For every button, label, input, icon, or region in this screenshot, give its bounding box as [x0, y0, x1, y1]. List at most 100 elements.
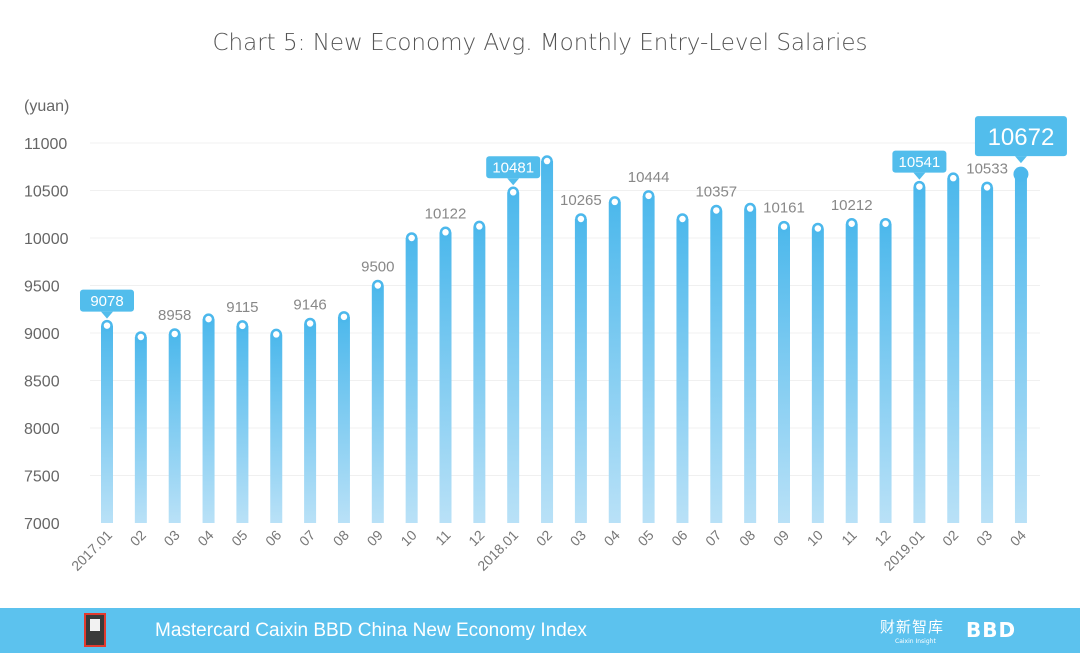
bar-point [168, 328, 181, 340]
bar [473, 226, 486, 523]
caixin-insight-logo: 财新智库 [880, 618, 945, 636]
bar-point [202, 313, 215, 325]
x-tick-label: 2017.01 [68, 527, 115, 574]
bar-point [642, 190, 655, 202]
value-callout: 10541 [892, 150, 947, 180]
x-tick-label: 05 [634, 527, 656, 549]
bbd-logo: BBD [966, 618, 1017, 642]
bar-point-highlight [1013, 166, 1029, 182]
caixin-insight-sub-logo: Caixin Insight [895, 638, 936, 645]
data-label: 8958 [158, 307, 191, 324]
bar [101, 325, 113, 523]
bar-point [710, 204, 723, 217]
y-tick-label: 10000 [24, 231, 69, 248]
y-tick-label: 8000 [24, 421, 60, 438]
value-callout: 10481 [486, 156, 541, 186]
x-tick-label: 12 [871, 527, 893, 549]
data-label: 10357 [695, 183, 737, 200]
bar [981, 187, 994, 524]
x-tick-label: 06 [668, 527, 690, 549]
x-tick-label: 09 [364, 527, 386, 549]
bar [608, 201, 621, 523]
x-tick-label: 03 [973, 527, 995, 549]
bar [811, 228, 824, 523]
bar [405, 238, 418, 523]
bar-point [372, 279, 384, 292]
x-tick-label: 12 [465, 527, 487, 549]
y-tick-label: 7500 [24, 469, 60, 486]
bar [270, 334, 283, 523]
y-tick-label: 9500 [24, 279, 60, 296]
bar-point [575, 213, 587, 225]
bar-point [676, 213, 689, 225]
bar-point [405, 232, 418, 244]
x-tick-label: 10 [397, 527, 419, 549]
bar-point [101, 319, 113, 332]
y-axis-unit-label: (yuan) [24, 98, 69, 115]
data-label: 9146 [293, 297, 326, 314]
svg-text:9078: 9078 [90, 293, 123, 310]
x-tick-label: 08 [330, 527, 352, 549]
x-tick-label: 11 [432, 527, 454, 549]
bar-point [507, 186, 519, 199]
bar [574, 219, 587, 523]
bar-point [338, 311, 350, 323]
bar [202, 319, 215, 523]
svg-text:10672: 10672 [988, 124, 1055, 151]
x-tick-label: 02 [533, 527, 555, 549]
y-tick-label: 10500 [24, 184, 69, 201]
data-label: 10212 [831, 197, 873, 214]
data-label: 9500 [361, 259, 394, 276]
data-label: 10533 [966, 160, 1008, 177]
latest-value-callout: 10672 [974, 116, 1067, 164]
svg-text:10541: 10541 [899, 154, 941, 171]
y-tick-label: 7000 [24, 516, 60, 533]
bar-point [778, 220, 790, 233]
bar [710, 210, 723, 523]
bar [541, 161, 554, 524]
data-label: 10265 [560, 192, 602, 209]
x-tick-label: 03 [567, 527, 589, 549]
footer-bar: Mastercard Caixin BBD China New Economy … [0, 608, 1080, 653]
bar-point [135, 331, 147, 343]
bar [337, 316, 350, 523]
x-tick-label: 04 [194, 527, 216, 549]
bar-point [236, 320, 249, 332]
bar [507, 192, 520, 523]
bar-point [304, 317, 316, 330]
x-tick-label: 06 [262, 527, 284, 549]
bar-point [879, 218, 892, 230]
x-tick-label: 11 [838, 527, 860, 549]
bar [439, 232, 452, 524]
ne-index-logo [84, 613, 106, 647]
bar [879, 223, 892, 523]
y-tick-label: 8500 [24, 374, 60, 391]
y-tick-label: 9000 [24, 326, 60, 343]
bar [371, 285, 384, 523]
bar [845, 223, 858, 523]
bar [676, 219, 689, 523]
x-tick-label: 07 [702, 527, 724, 549]
footer-title: Mastercard Caixin BBD China New Economy … [155, 620, 587, 641]
x-tick-label: 02 [127, 527, 149, 549]
bar [642, 195, 655, 523]
bar-point [439, 226, 452, 239]
x-tick-label: 04 [601, 527, 623, 549]
bar-point [609, 196, 621, 208]
x-tick-label: 03 [160, 527, 182, 549]
data-label: 10161 [763, 200, 805, 217]
bar-point [541, 155, 553, 167]
y-tick-label: 11000 [24, 136, 67, 153]
bar-point [473, 220, 486, 233]
bar-point [913, 180, 926, 193]
bar [304, 323, 317, 523]
x-tick-label: 04 [1007, 527, 1029, 549]
bar-point [270, 328, 282, 341]
chart-title: Chart 5: New Economy Avg. Monthly Entry-… [212, 30, 868, 56]
bar [236, 325, 249, 523]
value-callout: 9078 [80, 289, 134, 319]
bar [947, 178, 960, 523]
x-tick-label: 07 [296, 527, 318, 549]
x-tick-label: 05 [228, 527, 250, 549]
bar [1014, 174, 1027, 523]
